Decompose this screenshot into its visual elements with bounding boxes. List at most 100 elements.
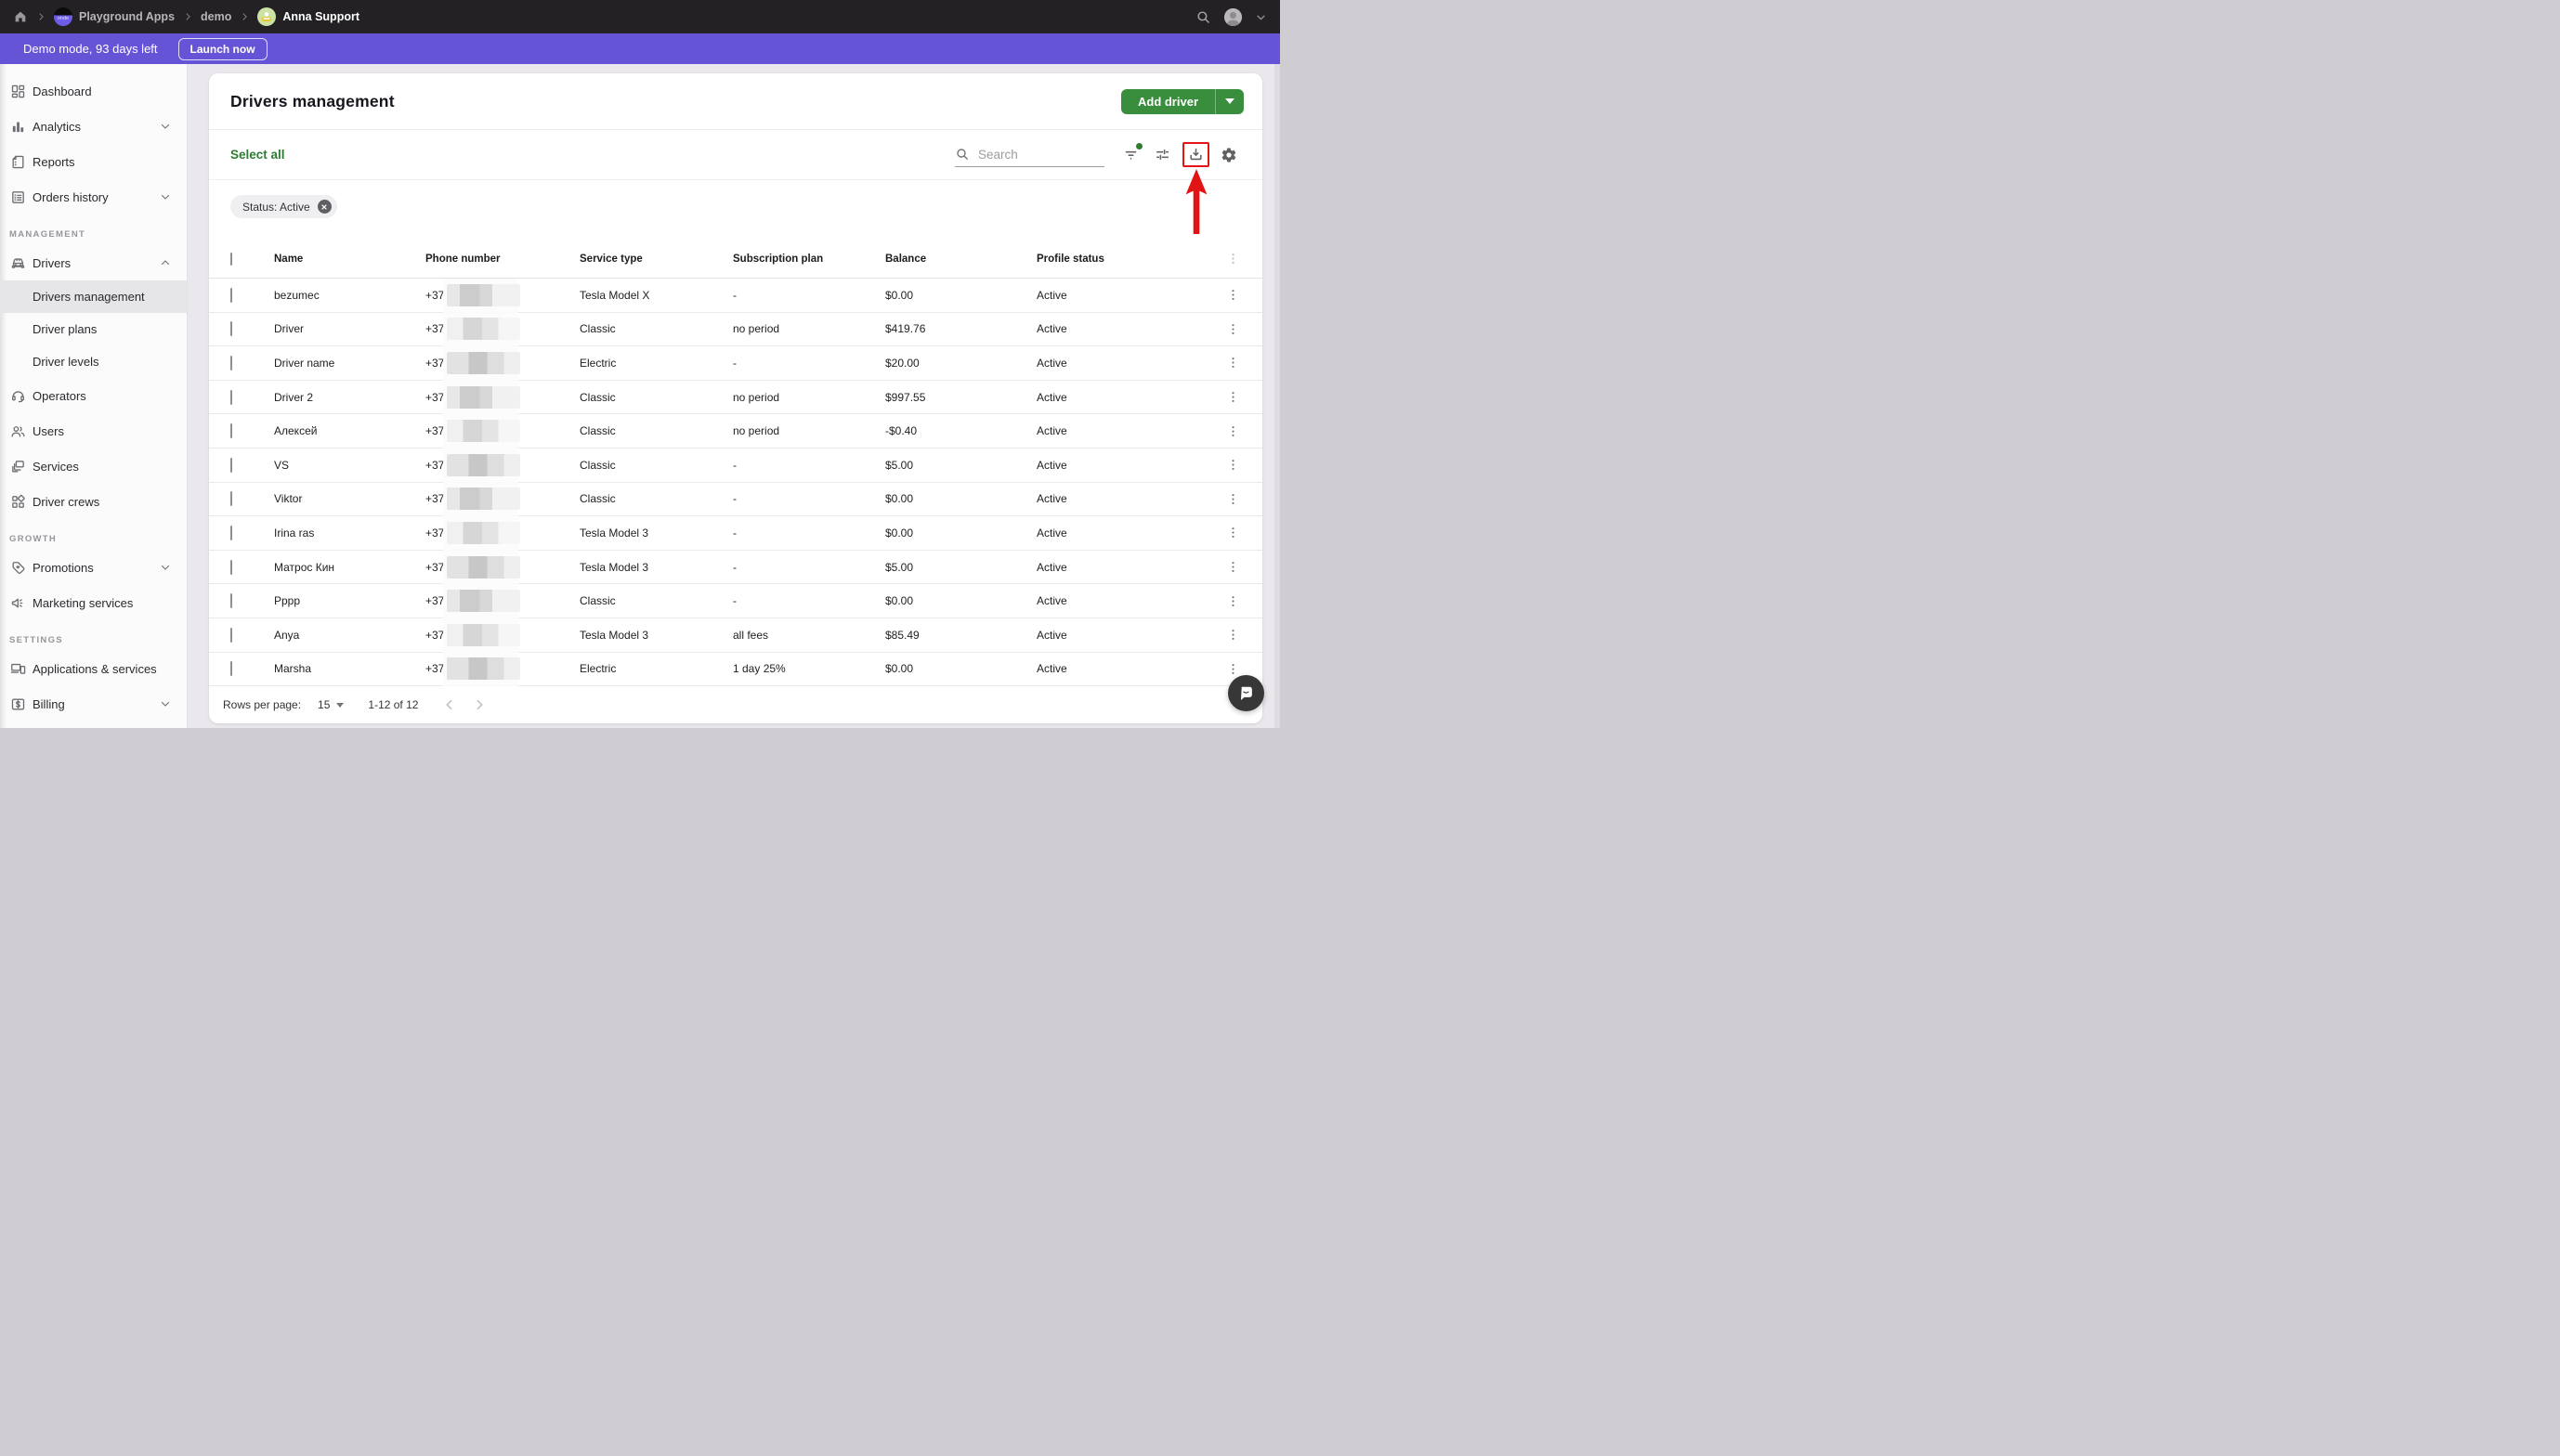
launch-now-button[interactable]: Launch now (177, 37, 268, 60)
demo-banner-text: Demo mode, 93 days left (23, 42, 158, 56)
row-checkbox[interactable] (230, 661, 232, 677)
cell-phone: +37 (425, 283, 580, 306)
next-page-button[interactable] (472, 697, 487, 712)
sidebar-item-applications-services[interactable]: Applications & services (0, 651, 187, 686)
phone-prefix: +37 (425, 390, 445, 404)
add-driver-button[interactable]: Add driver (1120, 88, 1244, 114)
sidebar-item-label: Services (33, 459, 79, 474)
breadcrumb-project[interactable]: demo (201, 10, 232, 23)
row-checkbox[interactable] (230, 491, 232, 507)
sidebar-item-orders-history[interactable]: Orders history (0, 179, 187, 214)
header-kebab-menu[interactable] (1221, 252, 1244, 266)
sidebar: Dashboard Analytics Reports Orders history M… (0, 64, 188, 728)
cell-balance: $0.00 (885, 526, 914, 540)
global-search-icon[interactable] (1195, 9, 1211, 25)
add-driver-dropdown[interactable] (1215, 88, 1244, 114)
top-bar: onde Playground Apps demo Anna Support (0, 0, 1280, 33)
sidebar-item-dashboard[interactable]: Dashboard (0, 73, 187, 109)
filter-button[interactable] (1123, 143, 1143, 162)
row-actions-menu[interactable] (1221, 560, 1244, 574)
sidebar-item-driver-plans[interactable]: Driver plans (0, 313, 187, 345)
settings-button[interactable] (1221, 147, 1237, 163)
column-header-phone: Phone number (425, 253, 501, 265)
cell-balance: $0.00 (885, 662, 914, 676)
row-actions-menu[interactable] (1221, 628, 1244, 642)
kebab-icon (1231, 493, 1234, 504)
tune-icon (1156, 150, 1169, 160)
row-actions-menu[interactable] (1221, 662, 1244, 676)
table-row: Marsha +37 Electric 1 day 25% $0.00 Active (209, 653, 1262, 687)
sidebar-item-drivers-management[interactable]: Drivers management (0, 280, 187, 313)
cell-name: VS (274, 458, 290, 472)
sidebar-item-marketing-services[interactable]: Marketing services (0, 585, 187, 620)
search-field[interactable] (955, 142, 1104, 167)
sidebar-item-analytics[interactable]: Analytics (0, 109, 187, 144)
cell-service-type: Classic (580, 424, 616, 438)
sidebar-item-reports[interactable]: Reports (0, 144, 187, 179)
phone-redacted-blur (447, 420, 521, 443)
sidebar-item-driver-crews[interactable]: Driver crews (0, 484, 187, 519)
sidebar-item-promotions[interactable]: Promotions (0, 550, 187, 585)
previous-page-button[interactable] (442, 697, 457, 712)
remove-filter-button[interactable] (317, 200, 332, 214)
cell-phone: +37 (425, 623, 580, 646)
row-checkbox[interactable] (230, 525, 232, 540)
table-row: Алексей +37 Classic no period -$0.40 Active (209, 414, 1262, 448)
row-actions-menu[interactable] (1221, 594, 1244, 608)
cell-phone: +37 (425, 521, 580, 544)
crews-icon (10, 494, 26, 510)
row-checkbox[interactable] (230, 321, 232, 337)
row-actions-menu[interactable] (1221, 288, 1244, 302)
sidebar-item-services[interactable]: Services (0, 448, 187, 484)
sidebar-item-driver-levels[interactable]: Driver levels (0, 345, 187, 378)
cell-name: Anya (274, 628, 300, 642)
sidebar-item-users[interactable]: Users (0, 413, 187, 448)
row-actions-menu[interactable] (1221, 424, 1244, 438)
support-chat-button[interactable] (1228, 675, 1264, 711)
account-menu-chevron-icon[interactable] (1255, 11, 1267, 23)
phone-prefix: +37 (425, 526, 445, 540)
table-header-row: Name Phone number Service type Subscript… (209, 240, 1262, 279)
window-scrollbar[interactable] (1274, 64, 1280, 728)
breadcrumb-app[interactable]: Playground Apps (79, 10, 176, 23)
sidebar-item-label: Reports (33, 154, 75, 169)
row-checkbox[interactable] (230, 355, 232, 370)
chevron-down-icon (160, 191, 171, 202)
row-checkbox[interactable] (230, 593, 232, 609)
cell-subscription-plan: - (733, 288, 737, 302)
sidebar-item-label: Applications & services (33, 661, 157, 676)
table-row: Viktor +37 Classic - $0.00 Active (209, 483, 1262, 517)
sidebar-item-billing[interactable]: Billing (0, 686, 187, 722)
row-checkbox[interactable] (230, 423, 232, 439)
sidebar-section-settings: SETTINGS (9, 635, 63, 645)
cell-name: Pppp (274, 594, 301, 608)
row-checkbox[interactable] (230, 559, 232, 575)
breadcrumb-user[interactable]: Anna Support (282, 10, 359, 23)
row-actions-menu[interactable] (1221, 390, 1244, 404)
row-checkbox[interactable] (230, 389, 232, 405)
row-checkbox[interactable] (230, 287, 232, 303)
row-checkbox[interactable] (230, 627, 232, 643)
row-actions-menu[interactable] (1221, 322, 1244, 336)
row-actions-menu[interactable] (1221, 492, 1244, 506)
chat-bubble-icon (1240, 686, 1252, 701)
card-header: Drivers management Add driver (209, 73, 1262, 130)
row-checkbox[interactable] (230, 457, 232, 473)
sidebar-item-operators[interactable]: Operators (0, 378, 187, 413)
phone-prefix: +37 (425, 356, 445, 370)
home-icon[interactable] (13, 9, 28, 24)
columns-settings-button[interactable] (1155, 147, 1170, 162)
row-actions-menu[interactable] (1221, 526, 1244, 540)
sidebar-item-drivers[interactable]: Drivers (0, 245, 187, 280)
export-download-button[interactable] (1188, 147, 1204, 162)
phone-redacted-blur (447, 555, 521, 578)
chevron-up-icon (160, 257, 171, 268)
select-all-button[interactable]: Select all (230, 148, 285, 162)
user-avatar[interactable] (1224, 7, 1242, 26)
row-actions-menu[interactable] (1221, 458, 1244, 472)
row-actions-menu[interactable] (1221, 356, 1244, 370)
select-all-checkbox[interactable] (230, 252, 232, 266)
rows-per-page-select[interactable]: 15 (318, 698, 345, 711)
search-input[interactable] (976, 146, 1082, 162)
gear-icon (1221, 147, 1236, 162)
